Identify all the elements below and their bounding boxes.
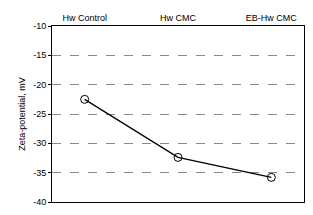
svg-text:EB-Hw CMC: EB-Hw CMC — [246, 13, 297, 23]
svg-text:-40: -40 — [33, 197, 46, 207]
svg-text:-15: -15 — [33, 50, 46, 60]
svg-text:Zeta-potential, mV: Zeta-potential, mV — [17, 77, 27, 151]
svg-text:-30: -30 — [33, 138, 46, 148]
svg-text:Hw CMC: Hw CMC — [160, 13, 196, 23]
svg-text:Hw Control: Hw Control — [62, 13, 107, 23]
svg-text:-20: -20 — [33, 80, 46, 90]
svg-text:-35: -35 — [33, 168, 46, 178]
svg-text:-25: -25 — [33, 109, 46, 119]
svg-text:-10: -10 — [33, 21, 46, 31]
